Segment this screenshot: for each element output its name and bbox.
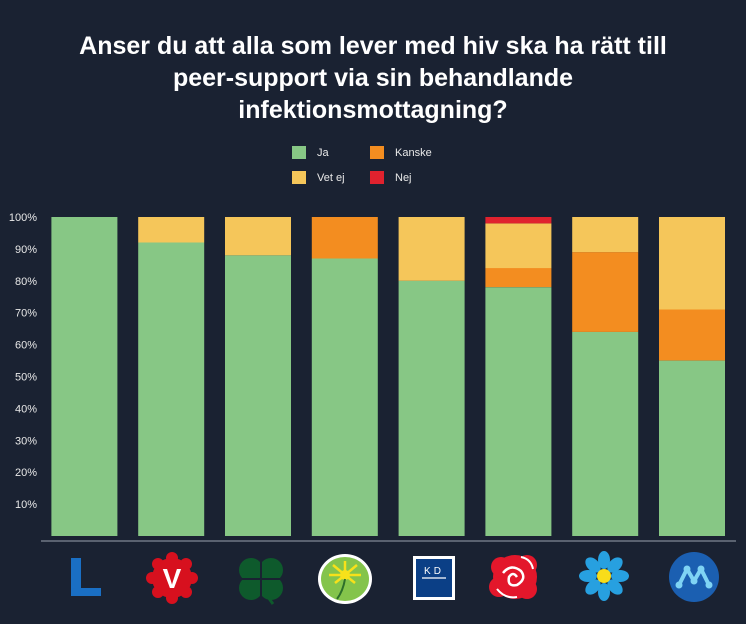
bars: [51, 217, 725, 537]
miljopartiet-dandelion-logo: [318, 554, 372, 604]
bar-c-ja: [225, 255, 291, 537]
chart-title-line-2: peer-support via sin behandlande: [172, 64, 574, 92]
y-axis: 10% 20% 30% 40% 50% 60% 70% 80% 90% 100%: [9, 212, 37, 511]
y-tick-label: 50%: [15, 372, 37, 384]
bar-l-ja: [51, 217, 118, 536]
bar-sd-vet-ej: [572, 217, 639, 253]
legend-label-ja: Ja: [317, 146, 329, 159]
legend-item-vet-ej: Vet ej: [292, 171, 345, 184]
bar-c-vet-ej: [225, 217, 291, 256]
legend-item-nej: Nej: [370, 171, 412, 184]
bar-mp-kanske: [311, 217, 378, 259]
moderaterna-logo: [669, 552, 719, 602]
y-tick-label: 60%: [15, 340, 37, 352]
centerpartiet-clover-logo: [239, 558, 283, 605]
bar-sd-ja: [572, 331, 639, 536]
legend-item-ja: Ja: [292, 146, 329, 159]
liberalerna-logo: [71, 558, 101, 596]
y-tick-label: 20%: [15, 467, 37, 479]
legend: Ja Kanske Vet ej Nej: [292, 146, 472, 194]
legend-label-nej: Nej: [395, 171, 412, 184]
bar-m-ja: [659, 360, 725, 536]
bar-kd-ja: [398, 280, 465, 536]
bar-kd-vet-ej: [398, 217, 465, 281]
y-tick-label: 30%: [15, 435, 37, 447]
chart-title: Anser du att alla som lever med hiv ska …: [40, 30, 706, 126]
bar-v-vet-ej: [138, 217, 205, 243]
y-tick-label: 10%: [15, 499, 37, 511]
sverigedemokraterna-flower-logo: [579, 551, 629, 601]
bar-v-ja: [138, 242, 205, 536]
legend-label-vet-ej: Vet ej: [317, 171, 345, 184]
legend-label-kanske: Kanske: [395, 146, 432, 159]
y-tick-label: 40%: [15, 403, 37, 415]
legend-swatch-vet-ej: [292, 171, 306, 184]
bar-s-kanske: [485, 268, 552, 288]
chart-title-line-1: Anser du att alla som lever med hiv ska …: [79, 32, 667, 60]
vansterpartiet-logo: V: [146, 552, 198, 604]
chart-title-line-3: infektionsmottagning?: [238, 96, 508, 124]
kristdemokraterna-logo: KD: [413, 556, 455, 600]
y-tick-label: 90%: [15, 244, 37, 256]
y-tick-label: 100%: [9, 212, 37, 224]
bar-s-vet-ej: [485, 223, 552, 269]
bar-m-kanske: [659, 309, 725, 361]
socialdemokraterna-rose-logo: [489, 555, 537, 599]
legend-item-kanske: Kanske: [370, 146, 432, 159]
kristdemokraterna-logo-text: KD: [424, 566, 444, 577]
legend-swatch-kanske: [370, 146, 384, 159]
y-tick-label: 80%: [15, 276, 37, 288]
bar-mp-ja: [311, 258, 378, 536]
bar-sd-kanske: [572, 252, 639, 332]
bar-s-nej: [485, 217, 552, 224]
vansterpartiet-logo-text: V: [163, 563, 182, 594]
bar-m-vet-ej: [659, 217, 725, 310]
bar-s-ja: [485, 287, 552, 536]
legend-swatch-ja: [292, 146, 306, 159]
legend-swatch-nej: [370, 171, 384, 184]
y-tick-label: 70%: [15, 308, 37, 320]
